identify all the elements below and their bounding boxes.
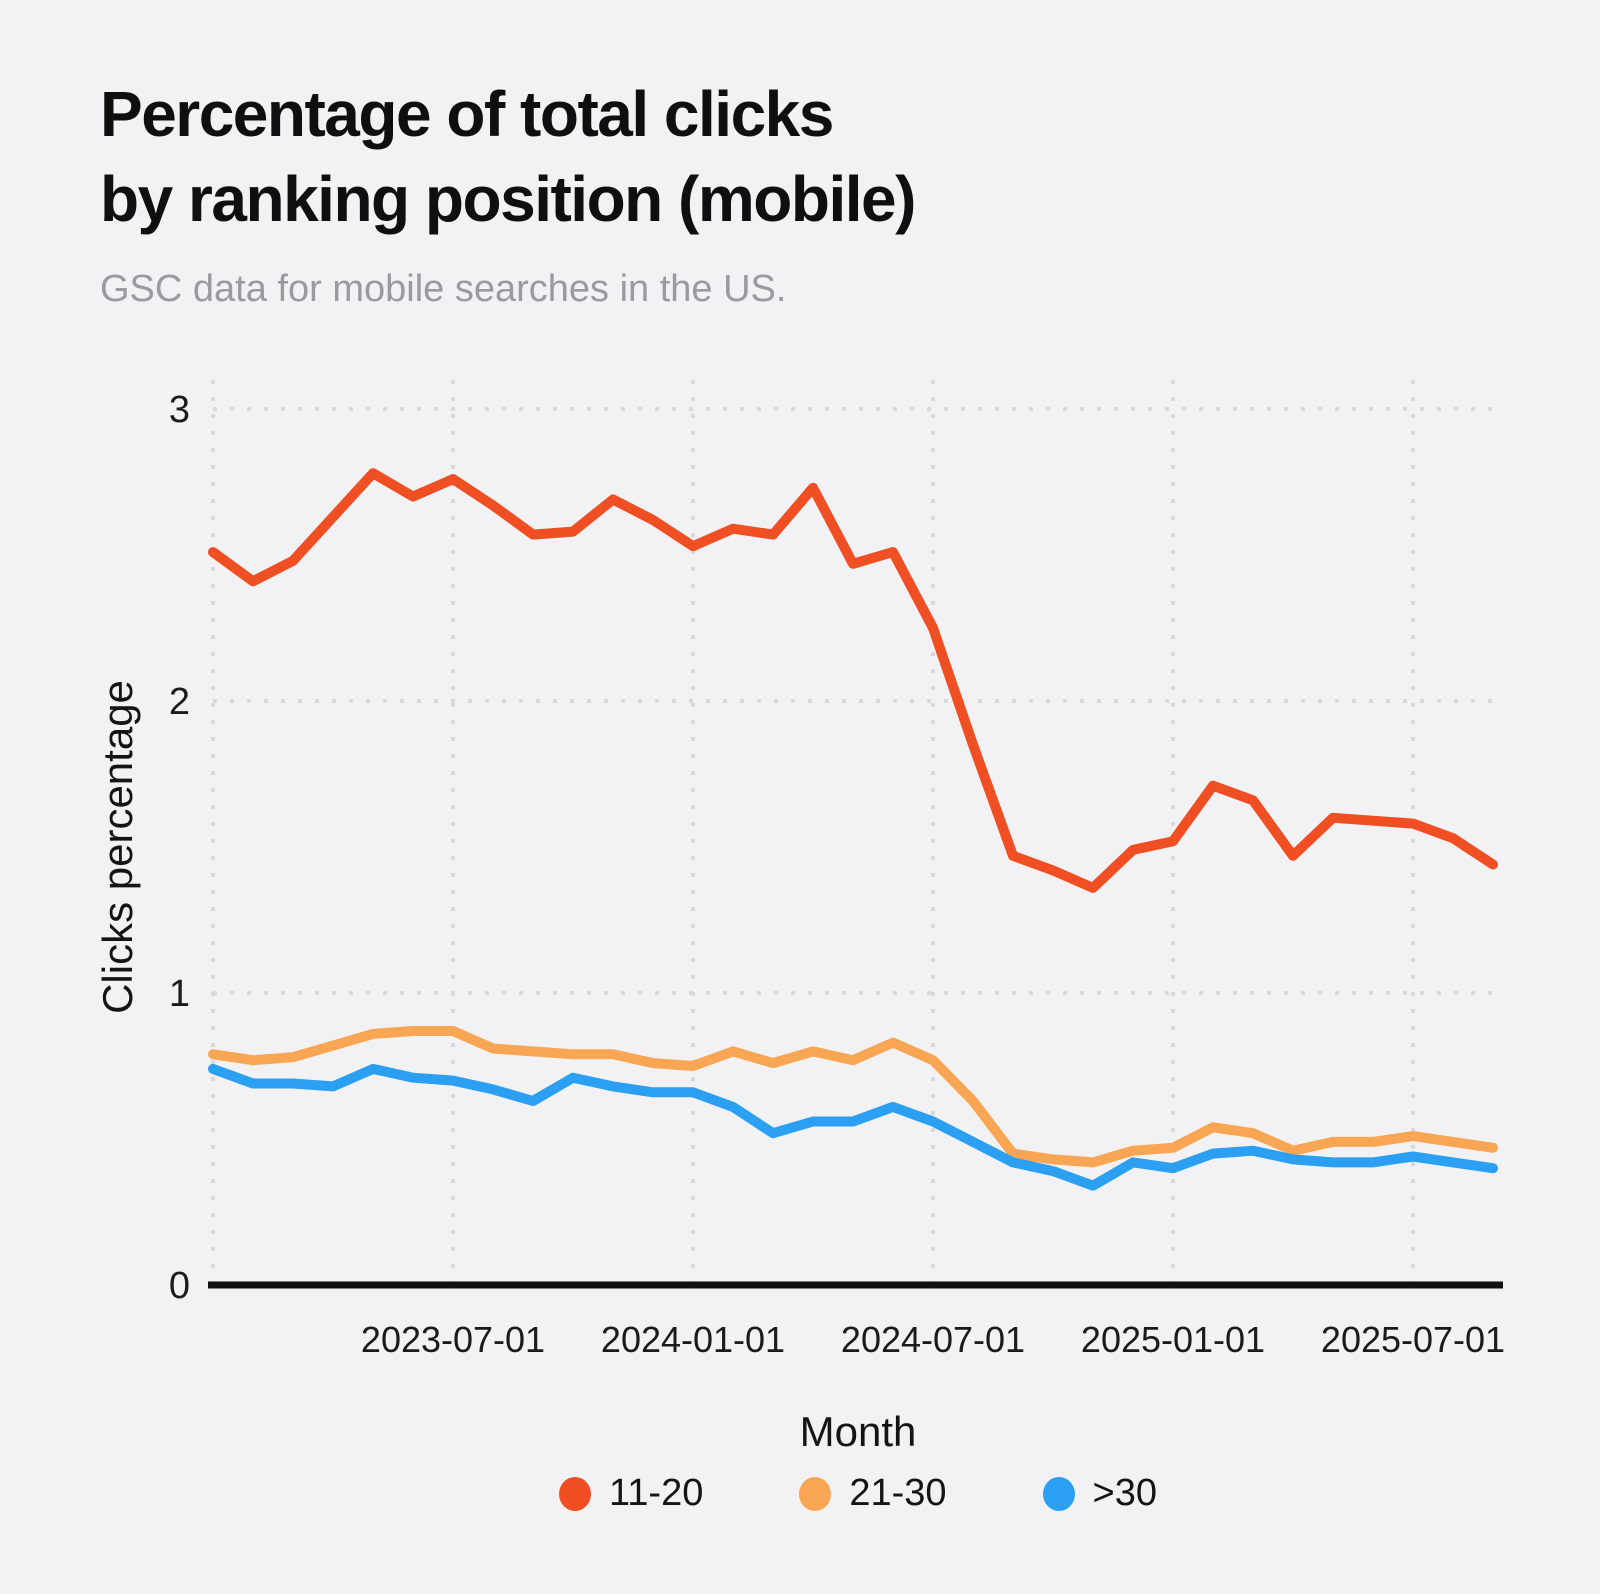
y-tick-label: 1 (169, 973, 190, 1015)
y-tick-label: 2 (169, 681, 190, 723)
legend-item-gt-30: >30 (1042, 1472, 1158, 1515)
series-line-gt-30 (208, 1063, 1498, 1191)
chart-subtitle: GSC data for mobile searches in the US. (100, 268, 787, 311)
y-axis-title: Clicks percentage (94, 680, 141, 1014)
y-tick-label: 0 (169, 1265, 190, 1307)
legend-item-11-20: 11-20 (558, 1472, 704, 1515)
x-tick-label: 2024-07-01 (841, 1319, 1025, 1360)
y-tick-label: 3 (169, 389, 190, 431)
x-tick-label: 2025-07-01 (1321, 1319, 1505, 1360)
series-line-11-20 (208, 468, 1498, 893)
legend-label-11-20: 11-20 (608, 1472, 704, 1514)
x-axis-title: Month (799, 1408, 917, 1455)
x-tick-label: 2023-07-01 (361, 1319, 545, 1360)
chart-title: Percentage of total clicks by ranking po… (100, 78, 916, 236)
legend-item-21-30: 21-30 (799, 1472, 947, 1515)
legend-label-gt-30: >30 (1092, 1472, 1158, 1514)
legend-dot-gt-30 (1042, 1476, 1075, 1511)
legend-dot-11-20 (558, 1476, 591, 1511)
legend-dot-21-30 (799, 1476, 832, 1511)
legend-label-21-30: 21-30 (849, 1472, 947, 1514)
x-tick-label: 2024-01-01 (601, 1319, 785, 1360)
series-line-21-30 (208, 1026, 1498, 1168)
x-tick-label: 2025-01-01 (1081, 1319, 1265, 1360)
legend: 11-20 21-30 >30 (213, 1472, 1503, 1515)
chart-header: Percentage of total clicks by ranking po… (100, 72, 916, 311)
